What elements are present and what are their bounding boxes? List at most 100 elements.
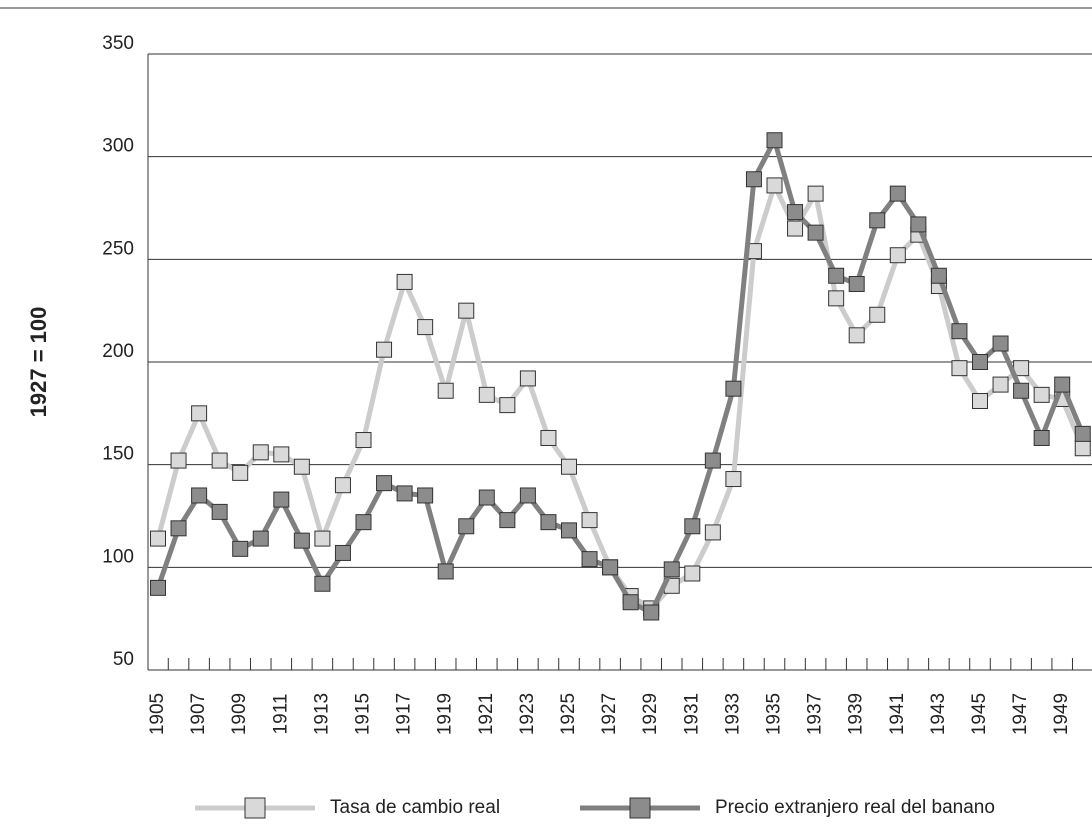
x-tick-label: 1923 — [517, 693, 538, 735]
marker — [725, 471, 742, 488]
marker — [561, 522, 577, 539]
x-tick-label: 1905 — [147, 693, 168, 735]
marker — [787, 220, 804, 237]
marker — [334, 544, 351, 561]
marker — [951, 360, 968, 377]
marker — [684, 565, 701, 582]
x-tick-label: 1907 — [188, 693, 209, 735]
marker — [437, 382, 454, 399]
marker — [170, 452, 187, 469]
marker — [622, 594, 639, 611]
marker — [232, 464, 249, 481]
x-tick-label: 1931 — [681, 693, 702, 735]
marker — [704, 524, 721, 541]
x-tick-label: 1929 — [640, 693, 661, 735]
marker — [519, 487, 536, 504]
marker — [499, 397, 516, 414]
x-tick-label: 1941 — [887, 693, 908, 735]
marker — [396, 485, 413, 502]
y-tick-label: 150 — [102, 444, 134, 465]
marker — [376, 475, 393, 492]
x-tick-label: 1917 — [394, 693, 415, 735]
marker — [191, 405, 208, 422]
marker — [643, 604, 660, 621]
y-axis-label: 1927 = 100 — [26, 307, 51, 418]
legend-label: Precio extranjero real del banano — [715, 797, 995, 818]
x-tick-label: 1925 — [558, 693, 579, 735]
marker — [540, 429, 557, 446]
marker — [869, 306, 886, 323]
marker — [1033, 429, 1050, 446]
marker — [540, 514, 557, 531]
marker — [1033, 386, 1050, 403]
x-tick-label: 1943 — [928, 693, 949, 735]
x-tick-label: 1911 — [270, 694, 291, 735]
marker — [910, 216, 927, 233]
marker — [232, 540, 249, 557]
marker — [519, 370, 536, 387]
marker — [992, 335, 1009, 352]
marker — [1074, 440, 1091, 457]
marker — [848, 327, 865, 344]
marker — [170, 520, 187, 537]
marker — [725, 380, 742, 397]
marker — [972, 354, 988, 370]
marker — [745, 171, 762, 188]
marker — [930, 267, 947, 284]
marker — [889, 185, 906, 202]
marker — [355, 514, 372, 531]
x-tick-label: 1913 — [311, 693, 332, 735]
marker — [150, 530, 166, 547]
marker — [458, 302, 475, 319]
marker — [581, 512, 598, 529]
legend-marker — [244, 797, 266, 819]
marker — [766, 177, 783, 194]
series-line — [155, 137, 1086, 616]
x-tick-label: 1921 — [476, 693, 497, 735]
marker — [766, 132, 783, 149]
marker — [273, 446, 290, 463]
y-tick-label: 50 — [113, 649, 134, 670]
marker — [150, 579, 166, 596]
marker — [828, 290, 845, 307]
marker — [376, 341, 393, 358]
marker — [252, 530, 269, 547]
marker — [458, 518, 475, 535]
marker — [293, 532, 310, 549]
x-tick-label: 1909 — [229, 693, 250, 735]
marker — [191, 487, 208, 504]
y-tick-label: 350 — [102, 33, 134, 54]
marker — [396, 273, 413, 290]
marker — [334, 477, 351, 494]
marker — [807, 185, 824, 202]
marker — [211, 452, 228, 469]
marker — [252, 444, 269, 461]
marker — [417, 319, 434, 336]
marker — [663, 561, 680, 578]
x-tick-label: 1919 — [435, 693, 456, 735]
marker — [828, 267, 845, 284]
marker — [437, 563, 454, 580]
marker — [314, 575, 331, 592]
x-tick-label: 1933 — [722, 693, 743, 735]
marker — [807, 224, 824, 241]
x-tick-label: 1939 — [846, 693, 867, 735]
marker — [1074, 425, 1091, 442]
marker — [417, 487, 434, 504]
marker — [273, 491, 290, 508]
marker — [499, 512, 516, 529]
x-tick-label: 1947 — [1010, 693, 1031, 735]
x-tick-label: 1935 — [764, 693, 785, 735]
y-tick-label: 250 — [102, 238, 134, 259]
marker — [972, 393, 988, 410]
marker — [478, 489, 495, 506]
legend-marker — [629, 797, 651, 819]
x-tick-label: 1927 — [599, 693, 620, 735]
marker — [602, 559, 619, 576]
marker — [704, 452, 721, 469]
marker — [869, 212, 886, 229]
y-tick-label: 300 — [102, 136, 134, 157]
marker — [848, 275, 865, 292]
marker — [561, 458, 577, 475]
